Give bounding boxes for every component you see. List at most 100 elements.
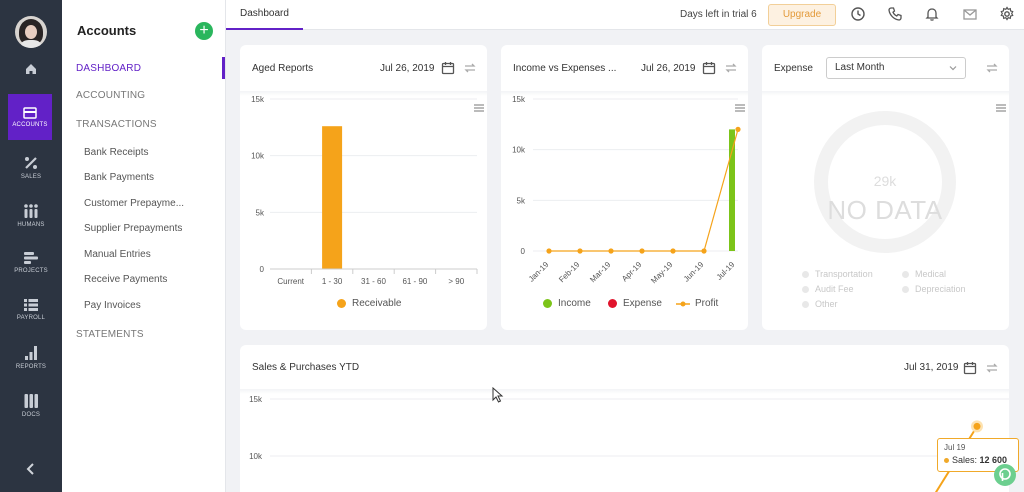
rail-label-sales: SALES xyxy=(20,173,42,180)
legend-receivable[interactable]: Receivable xyxy=(337,298,401,309)
avatar[interactable] xyxy=(15,16,47,48)
rail-item-sales[interactable]: SALES xyxy=(0,144,62,190)
legend-dot xyxy=(802,285,809,293)
rail-label-accounts: ACCOUNTS xyxy=(12,121,48,128)
humans-icon xyxy=(24,203,38,218)
mail-icon[interactable] xyxy=(962,6,978,22)
sidebar-item-customer-prepayments[interactable]: Customer Prepayme... xyxy=(84,198,185,209)
sidebar-item-dashboard[interactable]: DASHBOARD xyxy=(76,63,142,74)
gear-icon[interactable] xyxy=(999,6,1015,22)
trial-days-text: Days left in trial 6 xyxy=(680,9,757,20)
sidebar-item-bank-payments[interactable]: Bank Payments xyxy=(84,172,155,183)
tooltip-dot xyxy=(944,457,949,463)
bell-icon[interactable] xyxy=(924,6,940,22)
legend-other[interactable]: Other xyxy=(802,299,838,309)
sales-point xyxy=(973,422,981,430)
rail-label-payroll: PAYROLL xyxy=(16,314,46,321)
no-data-label: NO DATA xyxy=(827,195,943,225)
legend-profit[interactable]: Profit xyxy=(676,298,718,309)
legend-dot xyxy=(543,299,552,308)
refresh-icon[interactable] xyxy=(724,61,738,75)
legend-expense[interactable]: Expense xyxy=(608,298,662,309)
chart-menu-icon[interactable] xyxy=(735,104,745,112)
x-tick-label: Mar-19 xyxy=(588,260,613,285)
legend-label: Transportation xyxy=(815,269,873,279)
legend-transportation[interactable]: Transportation xyxy=(802,269,873,279)
sidebar-item-transactions[interactable]: TRANSACTIONS xyxy=(76,119,157,130)
sidebar-item-pay-invoices[interactable]: Pay Invoices xyxy=(84,300,141,311)
rail-item-payroll[interactable]: PAYROLL xyxy=(0,286,62,332)
bar-receivable xyxy=(322,126,343,269)
refresh-icon[interactable] xyxy=(985,61,999,75)
phone-icon[interactable] xyxy=(887,6,903,22)
clock-icon[interactable] xyxy=(850,6,866,22)
calendar-icon[interactable] xyxy=(702,61,716,75)
rail-item-home[interactable] xyxy=(0,46,62,92)
sidebar-item-manual-entries[interactable]: Manual Entries xyxy=(84,249,151,260)
legend-label: Depreciation xyxy=(915,284,966,294)
x-tick-label: 31 - 60 xyxy=(361,277,386,286)
x-tick-label: Jan-19 xyxy=(527,260,551,284)
rail-label-reports: REPORTS xyxy=(15,363,47,370)
expense-donut xyxy=(814,111,956,253)
rail-item-reports[interactable]: REPORTS xyxy=(0,334,62,380)
legend-depreciation[interactable]: Depreciation xyxy=(902,284,966,294)
card-header-divider xyxy=(240,389,1009,394)
sidebar-item-receive-payments[interactable]: Receive Payments xyxy=(84,274,168,285)
card-header-divider xyxy=(240,91,487,96)
tooltip-label: Sales: xyxy=(952,455,978,465)
legend-label: Profit xyxy=(695,298,719,309)
sidebar-item-supplier-prepayments[interactable]: Supplier Prepayments xyxy=(84,223,183,234)
refresh-icon[interactable] xyxy=(985,361,999,375)
rail-item-humans[interactable]: HUMANS xyxy=(0,192,62,238)
icon-rail: ACCOUNTS SALES HUMANS PROJECTS PAYROLL R… xyxy=(0,0,62,492)
y-tick-label: 15k xyxy=(512,95,526,104)
tab-dashboard[interactable]: Dashboard xyxy=(226,0,303,30)
y-tick-label: 0 xyxy=(521,247,526,256)
tooltip-date: Jul 19 xyxy=(944,443,966,452)
card-title: Aged Reports xyxy=(252,63,314,74)
x-tick-label: Feb-19 xyxy=(557,260,582,285)
period-select[interactable]: Last Month xyxy=(826,57,966,79)
y-tick-label: 10k xyxy=(249,452,263,461)
profit-point xyxy=(701,248,707,254)
chart-menu-icon[interactable] xyxy=(996,104,1006,112)
donut-center-value: 29k xyxy=(873,173,897,189)
x-tick-label: May-19 xyxy=(649,260,675,286)
sidebar-item-statements[interactable]: STATEMENTS xyxy=(76,329,144,340)
sidebar-item-accounting[interactable]: ACCOUNTING xyxy=(76,90,146,101)
refresh-icon[interactable] xyxy=(463,61,477,75)
period-select-value: Last Month xyxy=(835,62,885,73)
income-vs-expenses-card: Income vs Expenses ... Jul 26, 2019 15k 1… xyxy=(501,45,748,330)
rail-item-docs[interactable]: DOCS xyxy=(0,382,62,428)
rail-item-accounts[interactable]: ACCOUNTS xyxy=(8,94,52,140)
sidebar-item-bank-receipts[interactable]: Bank Receipts xyxy=(84,147,149,158)
chat-icon xyxy=(999,468,1011,481)
y-tick-label: 5k xyxy=(256,208,265,217)
rail-label-humans: HUMANS xyxy=(17,221,45,228)
x-tick-label: Apr-19 xyxy=(620,260,644,284)
calendar-icon[interactable] xyxy=(963,361,977,375)
y-tick-label: 15k xyxy=(249,395,263,404)
legend-income[interactable]: Income xyxy=(543,298,591,309)
card-date: Jul 26, 2019 xyxy=(641,63,696,74)
legend-label: Income xyxy=(558,298,591,309)
legend-dot xyxy=(902,270,909,278)
profit-point xyxy=(577,248,583,254)
collapse-chevron-icon[interactable] xyxy=(22,460,40,478)
rail-item-projects[interactable]: PROJECTS xyxy=(0,239,62,285)
calendar-icon[interactable] xyxy=(441,61,455,75)
chevron-down-icon xyxy=(949,66,957,71)
docs-icon xyxy=(24,393,38,408)
sales-purchases-chart: 15k 10k xyxy=(249,395,1009,492)
legend-audit-fee[interactable]: Audit Fee xyxy=(802,284,854,294)
chat-widget-button[interactable] xyxy=(994,464,1016,486)
y-tick-label: 15k xyxy=(251,95,265,104)
upgrade-button[interactable]: Upgrade xyxy=(768,4,836,26)
chart-menu-icon[interactable] xyxy=(474,104,484,112)
add-button[interactable]: + xyxy=(195,22,213,40)
payroll-icon xyxy=(24,298,38,311)
legend-medical[interactable]: Medical xyxy=(902,269,946,279)
legend-label: Expense xyxy=(623,298,662,309)
